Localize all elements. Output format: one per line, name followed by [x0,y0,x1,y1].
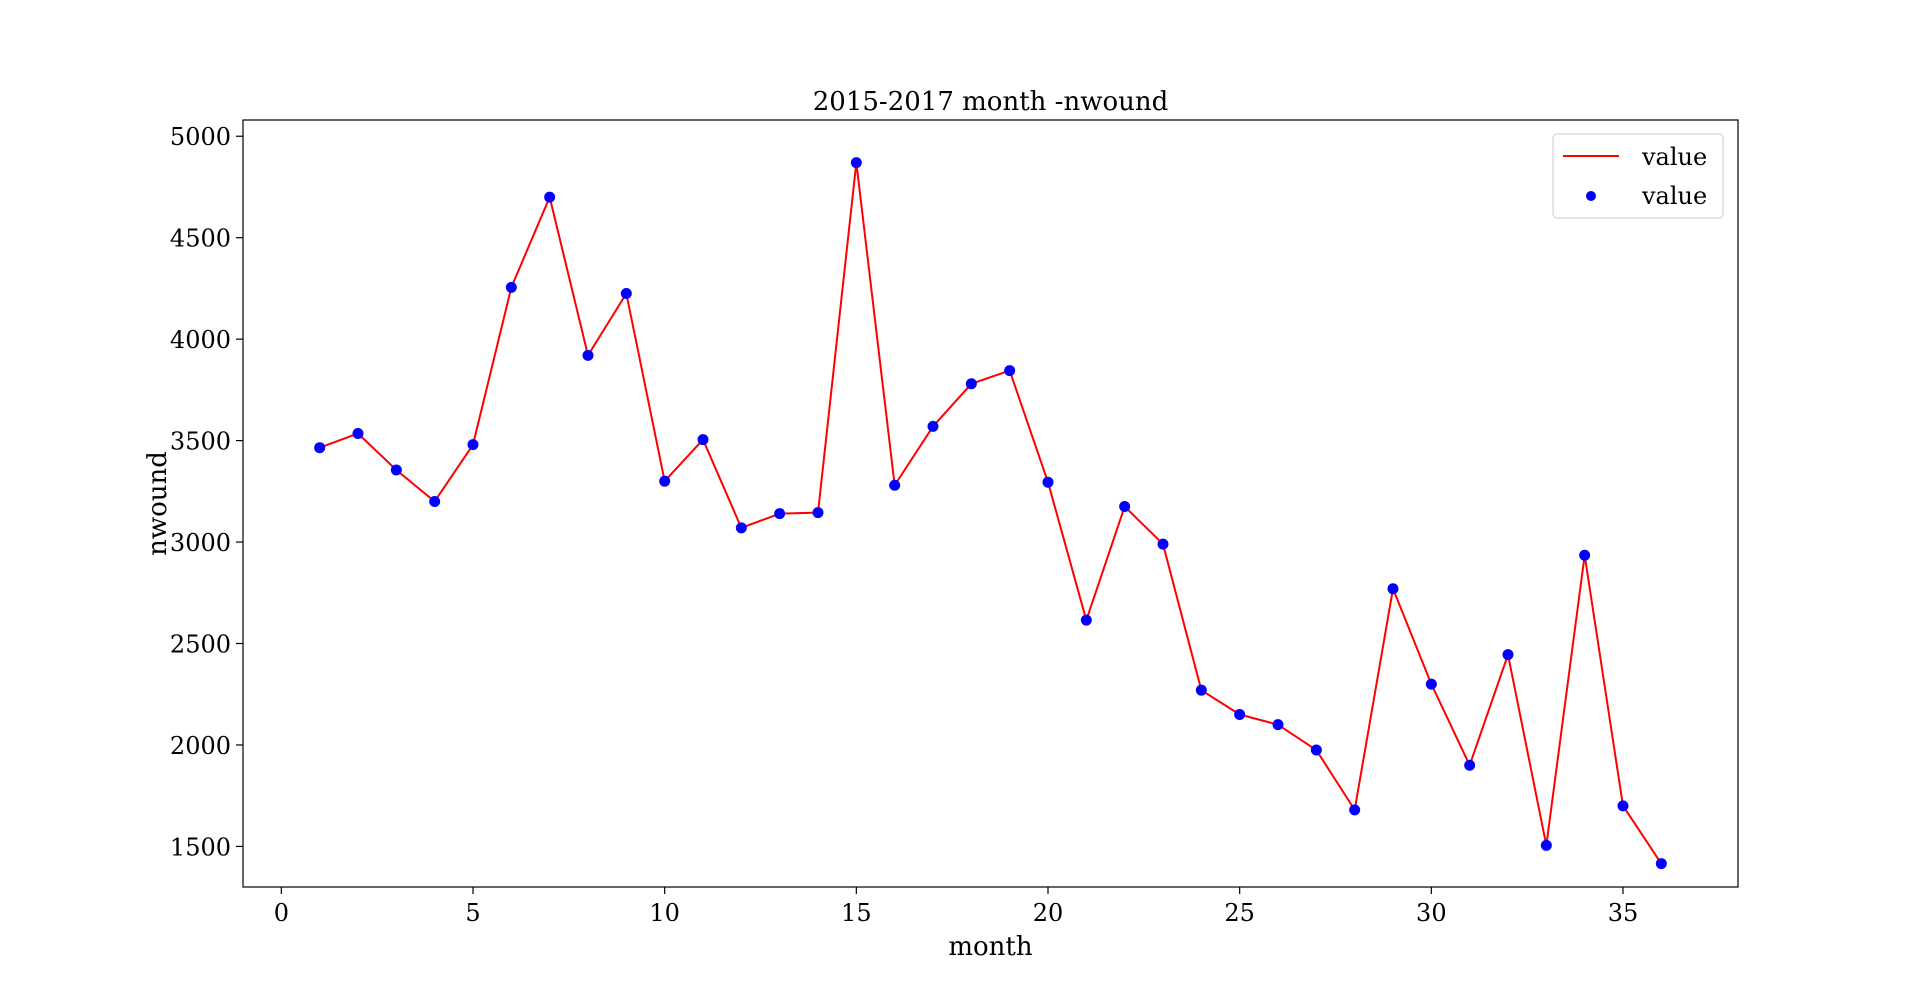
data-point [429,495,441,507]
data-point [1080,614,1092,626]
data-point [1655,858,1667,870]
data-point [1617,800,1629,812]
y-tick-label: 3500 [170,428,231,456]
plot-area [242,119,1739,888]
y-tick-label: 5000 [170,123,231,151]
data-point [659,475,671,487]
legend: value value [1552,133,1724,219]
data-point [1119,501,1131,513]
y-tick-label: 1500 [170,833,231,861]
x-tick-label: 15 [841,899,872,927]
data-point [390,464,402,476]
data-point [1272,719,1284,731]
data-point [467,439,479,451]
x-tick-label: 25 [1224,899,1255,927]
data-point [927,420,939,432]
data-point [1157,538,1169,550]
data-point [1425,678,1437,690]
y-tick-label: 2000 [170,732,231,760]
data-point [1195,684,1207,696]
data-point [582,349,594,361]
data-point [812,507,824,519]
y-tick-label: 4000 [170,326,231,354]
data-point [352,427,364,439]
data-point [697,434,709,446]
y-axis: 1500 2000 2500 3000 3500 4000 4500 5000 [170,123,243,861]
y-tick-label: 3000 [170,529,231,557]
data-point [1310,744,1322,756]
legend-entry-line: value [1641,143,1707,171]
data-point [1540,839,1552,851]
data-point [850,157,862,169]
x-tick-label: 20 [1033,899,1064,927]
data-point [314,442,326,454]
x-axis-label: month [948,932,1033,962]
data-point [965,378,977,390]
plot-frame [242,119,1739,888]
y-tick-label: 2500 [170,631,231,659]
data-point [889,479,901,491]
x-tick-label: 5 [465,899,480,927]
data-point [1004,365,1016,377]
data-point [505,281,517,293]
x-tick-label: 0 [274,899,289,927]
x-tick-label: 30 [1416,899,1447,927]
data-point [1234,709,1246,721]
data-point [774,508,786,520]
data-point [735,522,747,534]
y-tick-label: 4500 [170,225,231,253]
data-point [1387,583,1399,595]
data-point [620,287,632,299]
x-tick-label: 35 [1608,899,1639,927]
x-tick-label: 10 [649,899,680,927]
data-point [1579,549,1591,561]
legend-entry-scatter: value [1641,182,1707,210]
series-line [319,161,1663,865]
data-point [1042,476,1054,488]
data-point [1502,649,1514,661]
data-point [1349,804,1361,816]
legend-scatter-marker [1586,191,1596,201]
chart-title: 2015-2017 month -nwound [813,87,1168,117]
x-axis: 0 5 10 15 20 25 30 35 [274,887,1639,927]
y-axis-label: nwound [143,451,173,556]
data-point [1464,759,1476,771]
data-point [544,191,556,203]
